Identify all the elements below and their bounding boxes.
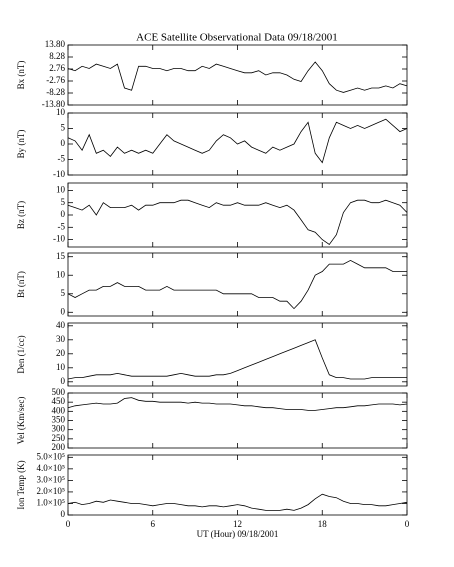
- y-tick-label: 5: [61, 288, 66, 298]
- y-tick-label: 8.28: [49, 51, 65, 61]
- y-tick-label: 10: [56, 269, 66, 279]
- chart-title: ACE Satellite Observational Data 09/18/2…: [136, 32, 338, 44]
- y-axis-label: Vel (Km/sec): [16, 397, 26, 445]
- plot-frame: [67, 454, 408, 516]
- y-tick-label: 5: [61, 197, 66, 207]
- y-tick-label: 250: [52, 433, 66, 443]
- y-tick-label: 10: [56, 362, 66, 372]
- y-tick-label: 450: [52, 396, 66, 406]
- y-tick-label: 10: [56, 107, 66, 117]
- data-line: [67, 339, 407, 380]
- y-tick-label: 0: [61, 209, 66, 219]
- y-axis-label: Den (1/cc): [16, 335, 26, 373]
- plot-frame: [67, 182, 408, 248]
- y-tick-label: 15: [56, 251, 66, 261]
- y-tick-label: 4.0×10⁵: [37, 463, 65, 473]
- y-tick-label: 2.76: [49, 63, 65, 73]
- x-tick-label: 18: [318, 519, 328, 529]
- y-tick-label: -13.80: [42, 99, 66, 109]
- y-tick-label: -8.28: [46, 87, 65, 97]
- data-line: [67, 61, 408, 93]
- y-tick-label: -5: [58, 154, 66, 164]
- y-tick-label: 0: [61, 306, 66, 316]
- x-tick-label: 0: [66, 519, 71, 529]
- y-tick-label: 20: [56, 348, 66, 358]
- y-tick-label: 0: [61, 138, 66, 148]
- data-line: [67, 493, 408, 511]
- y-tick-label: 13.80: [45, 39, 66, 49]
- y-tick-label: -2.76: [46, 75, 65, 85]
- plot-frame: [67, 44, 408, 106]
- y-tick-label: 500: [52, 387, 66, 397]
- y-tick-label: 10: [56, 184, 66, 194]
- y-tick-label: 0: [61, 376, 66, 386]
- y-tick-label: 2.0×10⁵: [37, 486, 65, 496]
- y-tick-label: -5: [58, 221, 66, 231]
- plot-frame: [67, 322, 408, 387]
- y-tick-label: -10: [53, 169, 65, 179]
- data-line: [67, 118, 408, 164]
- data-line: [67, 397, 408, 411]
- y-tick-label: 300: [52, 424, 66, 434]
- y-axis-label: Bz (nT): [16, 201, 26, 229]
- y-tick-label: -10: [53, 234, 65, 244]
- y-tick-label: 200: [52, 442, 66, 452]
- x-axis-label: UT (Hour) 09/18/2001: [197, 529, 279, 539]
- y-tick-label: 400: [52, 405, 66, 415]
- data-line: [67, 259, 407, 310]
- y-axis-label: By (nT): [16, 130, 26, 159]
- plot-frame: [67, 252, 408, 317]
- y-tick-label: 5.0×10⁵: [37, 451, 65, 461]
- y-tick-label: 3.0×10⁵: [37, 474, 65, 484]
- x-tick-label: 0: [405, 519, 410, 529]
- y-axis-label: Ion Temp (K): [16, 460, 26, 509]
- y-tick-label: 0: [61, 509, 66, 519]
- y-axis-label: Bx (nT): [16, 61, 26, 90]
- y-tick-label: 5: [61, 123, 66, 133]
- y-tick-label: 40: [56, 320, 66, 330]
- y-axis-label: Bt (nT): [16, 271, 26, 298]
- y-tick-label: 350: [52, 415, 66, 425]
- y-tick-label: 1.0×10⁵: [37, 498, 65, 508]
- x-tick-label: 12: [233, 519, 242, 529]
- y-tick-label: 30: [56, 334, 66, 344]
- data-line: [67, 199, 408, 246]
- plot-frame: [67, 392, 408, 449]
- x-tick-label: 6: [151, 519, 156, 529]
